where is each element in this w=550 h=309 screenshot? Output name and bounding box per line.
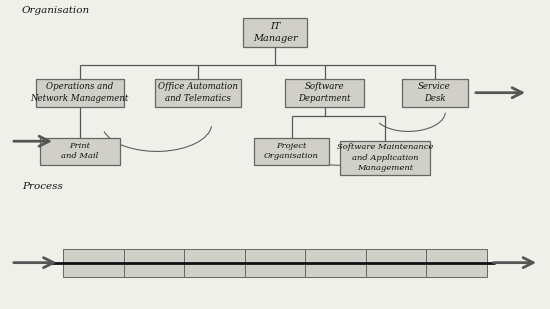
Bar [124, 249, 184, 277]
Text: Organisation: Organisation [22, 6, 90, 15]
Bar [366, 249, 426, 277]
Bar [184, 249, 245, 277]
Bar [426, 249, 487, 277]
FancyBboxPatch shape [36, 79, 124, 107]
Text: Print
and Mail: Print and Mail [61, 142, 98, 160]
Text: Software Maintenance
and Application
Management: Software Maintenance and Application Man… [337, 143, 433, 172]
Bar [305, 249, 366, 277]
FancyBboxPatch shape [402, 79, 468, 107]
FancyBboxPatch shape [254, 138, 329, 164]
Text: Office Automation
and Telematics: Office Automation and Telematics [158, 83, 238, 103]
Bar [63, 249, 124, 277]
Bar [245, 249, 305, 277]
FancyBboxPatch shape [155, 79, 241, 107]
Text: IT
Manager: IT Manager [252, 22, 298, 43]
Text: Project
Organisation: Project Organisation [264, 142, 319, 160]
Text: Software
Department: Software Department [298, 83, 351, 103]
FancyBboxPatch shape [40, 138, 119, 164]
Text: Service
Desk: Service Desk [418, 83, 451, 103]
Text: Process: Process [22, 182, 63, 191]
FancyBboxPatch shape [339, 141, 430, 175]
Text: Operations and
Network Management: Operations and Network Management [31, 83, 129, 103]
FancyBboxPatch shape [243, 18, 307, 47]
FancyBboxPatch shape [285, 79, 364, 107]
